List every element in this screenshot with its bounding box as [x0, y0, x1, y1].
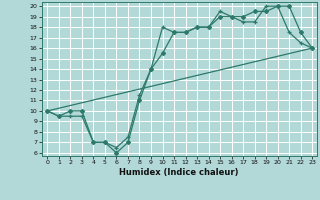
X-axis label: Humidex (Indice chaleur): Humidex (Indice chaleur) — [119, 168, 239, 177]
